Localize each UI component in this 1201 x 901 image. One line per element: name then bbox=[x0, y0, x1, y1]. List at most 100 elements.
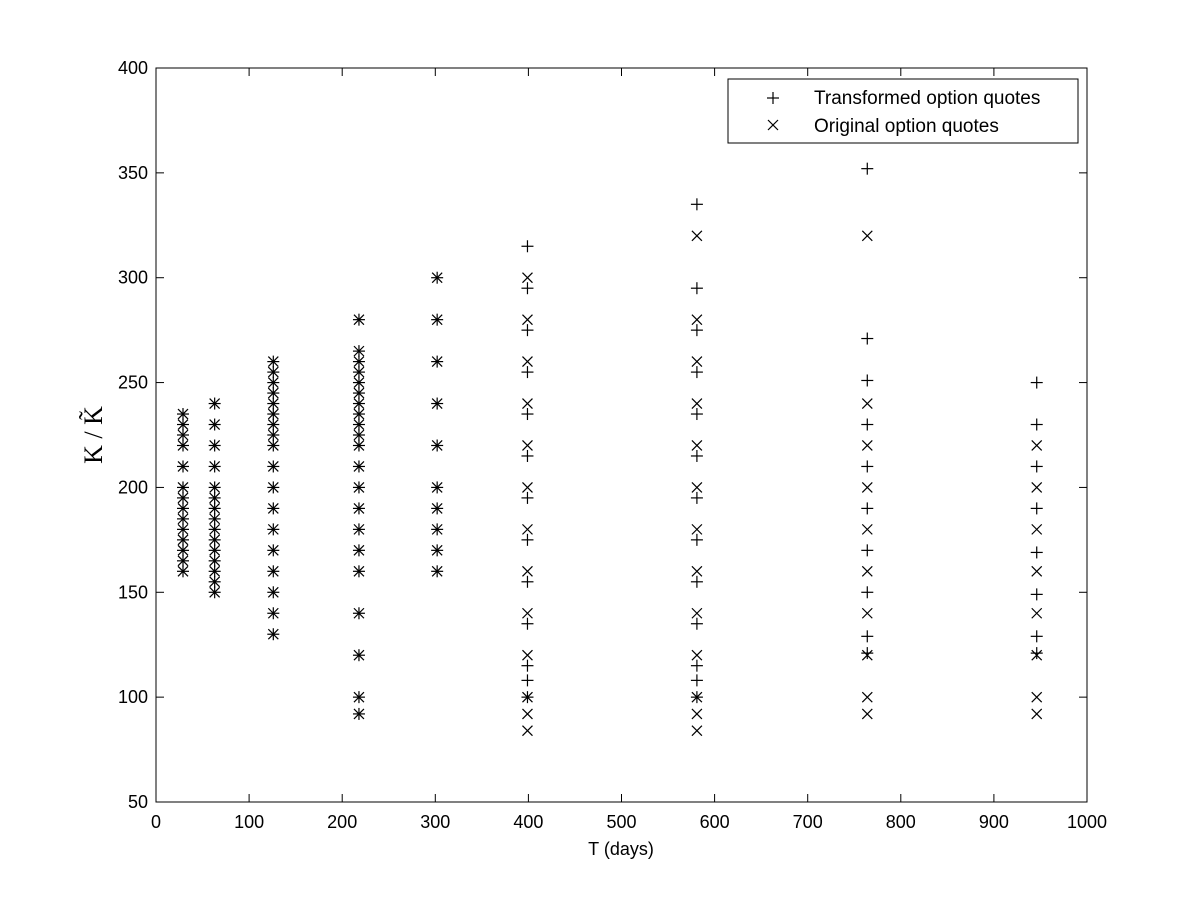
data-point-original bbox=[209, 461, 221, 472]
data-point-original bbox=[522, 565, 533, 577]
data-point-original bbox=[691, 314, 703, 326]
data-point-original bbox=[431, 565, 443, 577]
data-point-original bbox=[209, 565, 221, 577]
data-point-original bbox=[691, 523, 703, 535]
data-point-transformed bbox=[690, 674, 703, 687]
data-point-transformed bbox=[690, 575, 703, 588]
data-point-original bbox=[522, 482, 533, 493]
data-point-original bbox=[691, 691, 703, 703]
data-point-original bbox=[861, 565, 873, 577]
data-point-original bbox=[1031, 708, 1043, 720]
data-point-original bbox=[353, 387, 365, 399]
data-point-original bbox=[177, 419, 189, 430]
data-point-original bbox=[691, 565, 703, 577]
data-point-original bbox=[861, 440, 873, 451]
data-point-original bbox=[431, 356, 443, 368]
data-point-original bbox=[353, 408, 365, 420]
y-tick-label: 400 bbox=[118, 58, 148, 78]
x-tick-label: 900 bbox=[979, 812, 1009, 832]
data-point-transformed bbox=[521, 617, 534, 630]
data-point-original bbox=[861, 708, 873, 720]
data-point-original bbox=[522, 691, 533, 703]
data-point-original bbox=[177, 461, 189, 472]
data-point-transformed bbox=[690, 659, 703, 672]
legend: Transformed option quotes Original optio… bbox=[727, 78, 1079, 144]
data-point-original bbox=[267, 440, 279, 451]
data-point-original bbox=[177, 544, 189, 556]
data-point-original bbox=[353, 461, 365, 472]
data-point-transformed bbox=[1030, 630, 1043, 643]
data-point-original bbox=[267, 387, 279, 399]
data-point-original bbox=[353, 314, 365, 326]
data-point-original bbox=[209, 544, 221, 556]
data-point-transformed bbox=[521, 491, 534, 504]
data-point-original bbox=[353, 565, 365, 577]
data-point-original bbox=[177, 440, 189, 451]
data-point-original bbox=[177, 502, 189, 514]
y-axis: 50 100 150 200 250 300 350 400 bbox=[118, 58, 1087, 812]
data-point-transformed bbox=[521, 449, 534, 462]
x-tick-label: 300 bbox=[420, 812, 450, 832]
data-point-original bbox=[861, 398, 873, 409]
data-point-original bbox=[431, 482, 443, 493]
data-point-original bbox=[353, 398, 365, 409]
data-point-original bbox=[861, 230, 873, 242]
data-point-original bbox=[267, 366, 279, 378]
data-point-original bbox=[522, 708, 533, 720]
data-point-original bbox=[1031, 565, 1043, 577]
data-point-original bbox=[522, 356, 533, 368]
data-point-original bbox=[267, 628, 279, 640]
y-tick-label: 350 bbox=[118, 163, 148, 183]
data-point-original bbox=[691, 230, 703, 242]
data-point-original bbox=[431, 544, 443, 556]
data-point-original bbox=[353, 419, 365, 430]
data-point-original bbox=[353, 649, 365, 661]
legend-box bbox=[727, 78, 1079, 144]
data-point-original bbox=[353, 429, 365, 441]
data-point-original bbox=[1031, 691, 1043, 703]
data-point-original bbox=[522, 272, 533, 284]
data-point-transformed bbox=[521, 659, 534, 672]
data-point-original bbox=[691, 482, 703, 493]
x-tick-label: 600 bbox=[700, 812, 730, 832]
data-point-original bbox=[267, 461, 279, 472]
data-point-transformed bbox=[861, 502, 874, 515]
data-point-original bbox=[209, 534, 221, 546]
data-point-original bbox=[522, 398, 533, 409]
x-tick-label: 500 bbox=[606, 812, 636, 832]
data-point-original bbox=[267, 607, 279, 619]
y-tick-label: 100 bbox=[118, 687, 148, 707]
data-point-transformed bbox=[521, 575, 534, 588]
data-point-transformed bbox=[861, 586, 874, 599]
data-point-original bbox=[1031, 649, 1043, 661]
data-point-transformed bbox=[690, 408, 703, 421]
data-point-original bbox=[209, 502, 221, 514]
data-point-transformed bbox=[521, 533, 534, 546]
data-point-original bbox=[267, 429, 279, 441]
x-tick-label: 100 bbox=[234, 812, 264, 832]
data-point-original bbox=[522, 523, 533, 535]
data-point-original bbox=[691, 607, 703, 619]
data-point-original bbox=[691, 398, 703, 409]
data-point-original bbox=[861, 649, 873, 661]
data-point-original bbox=[267, 502, 279, 514]
data-point-transformed bbox=[861, 418, 874, 431]
data-point-transformed bbox=[521, 366, 534, 379]
data-point-original bbox=[209, 555, 221, 567]
data-point-original bbox=[522, 440, 533, 451]
data-point-original bbox=[353, 377, 365, 388]
x-tick-label: 400 bbox=[513, 812, 543, 832]
data-point-transformed bbox=[861, 460, 874, 473]
data-point-original bbox=[209, 440, 221, 451]
y-tick-label: 150 bbox=[118, 582, 148, 602]
data-point-original bbox=[431, 502, 443, 514]
data-point-original bbox=[691, 708, 703, 720]
data-point-original bbox=[353, 607, 365, 619]
data-point-original bbox=[861, 691, 873, 703]
data-point-original bbox=[691, 649, 703, 661]
data-point-transformed bbox=[861, 647, 874, 660]
data-point-original bbox=[861, 482, 873, 493]
data-point-transformed bbox=[521, 240, 534, 253]
data-point-original bbox=[431, 314, 443, 326]
